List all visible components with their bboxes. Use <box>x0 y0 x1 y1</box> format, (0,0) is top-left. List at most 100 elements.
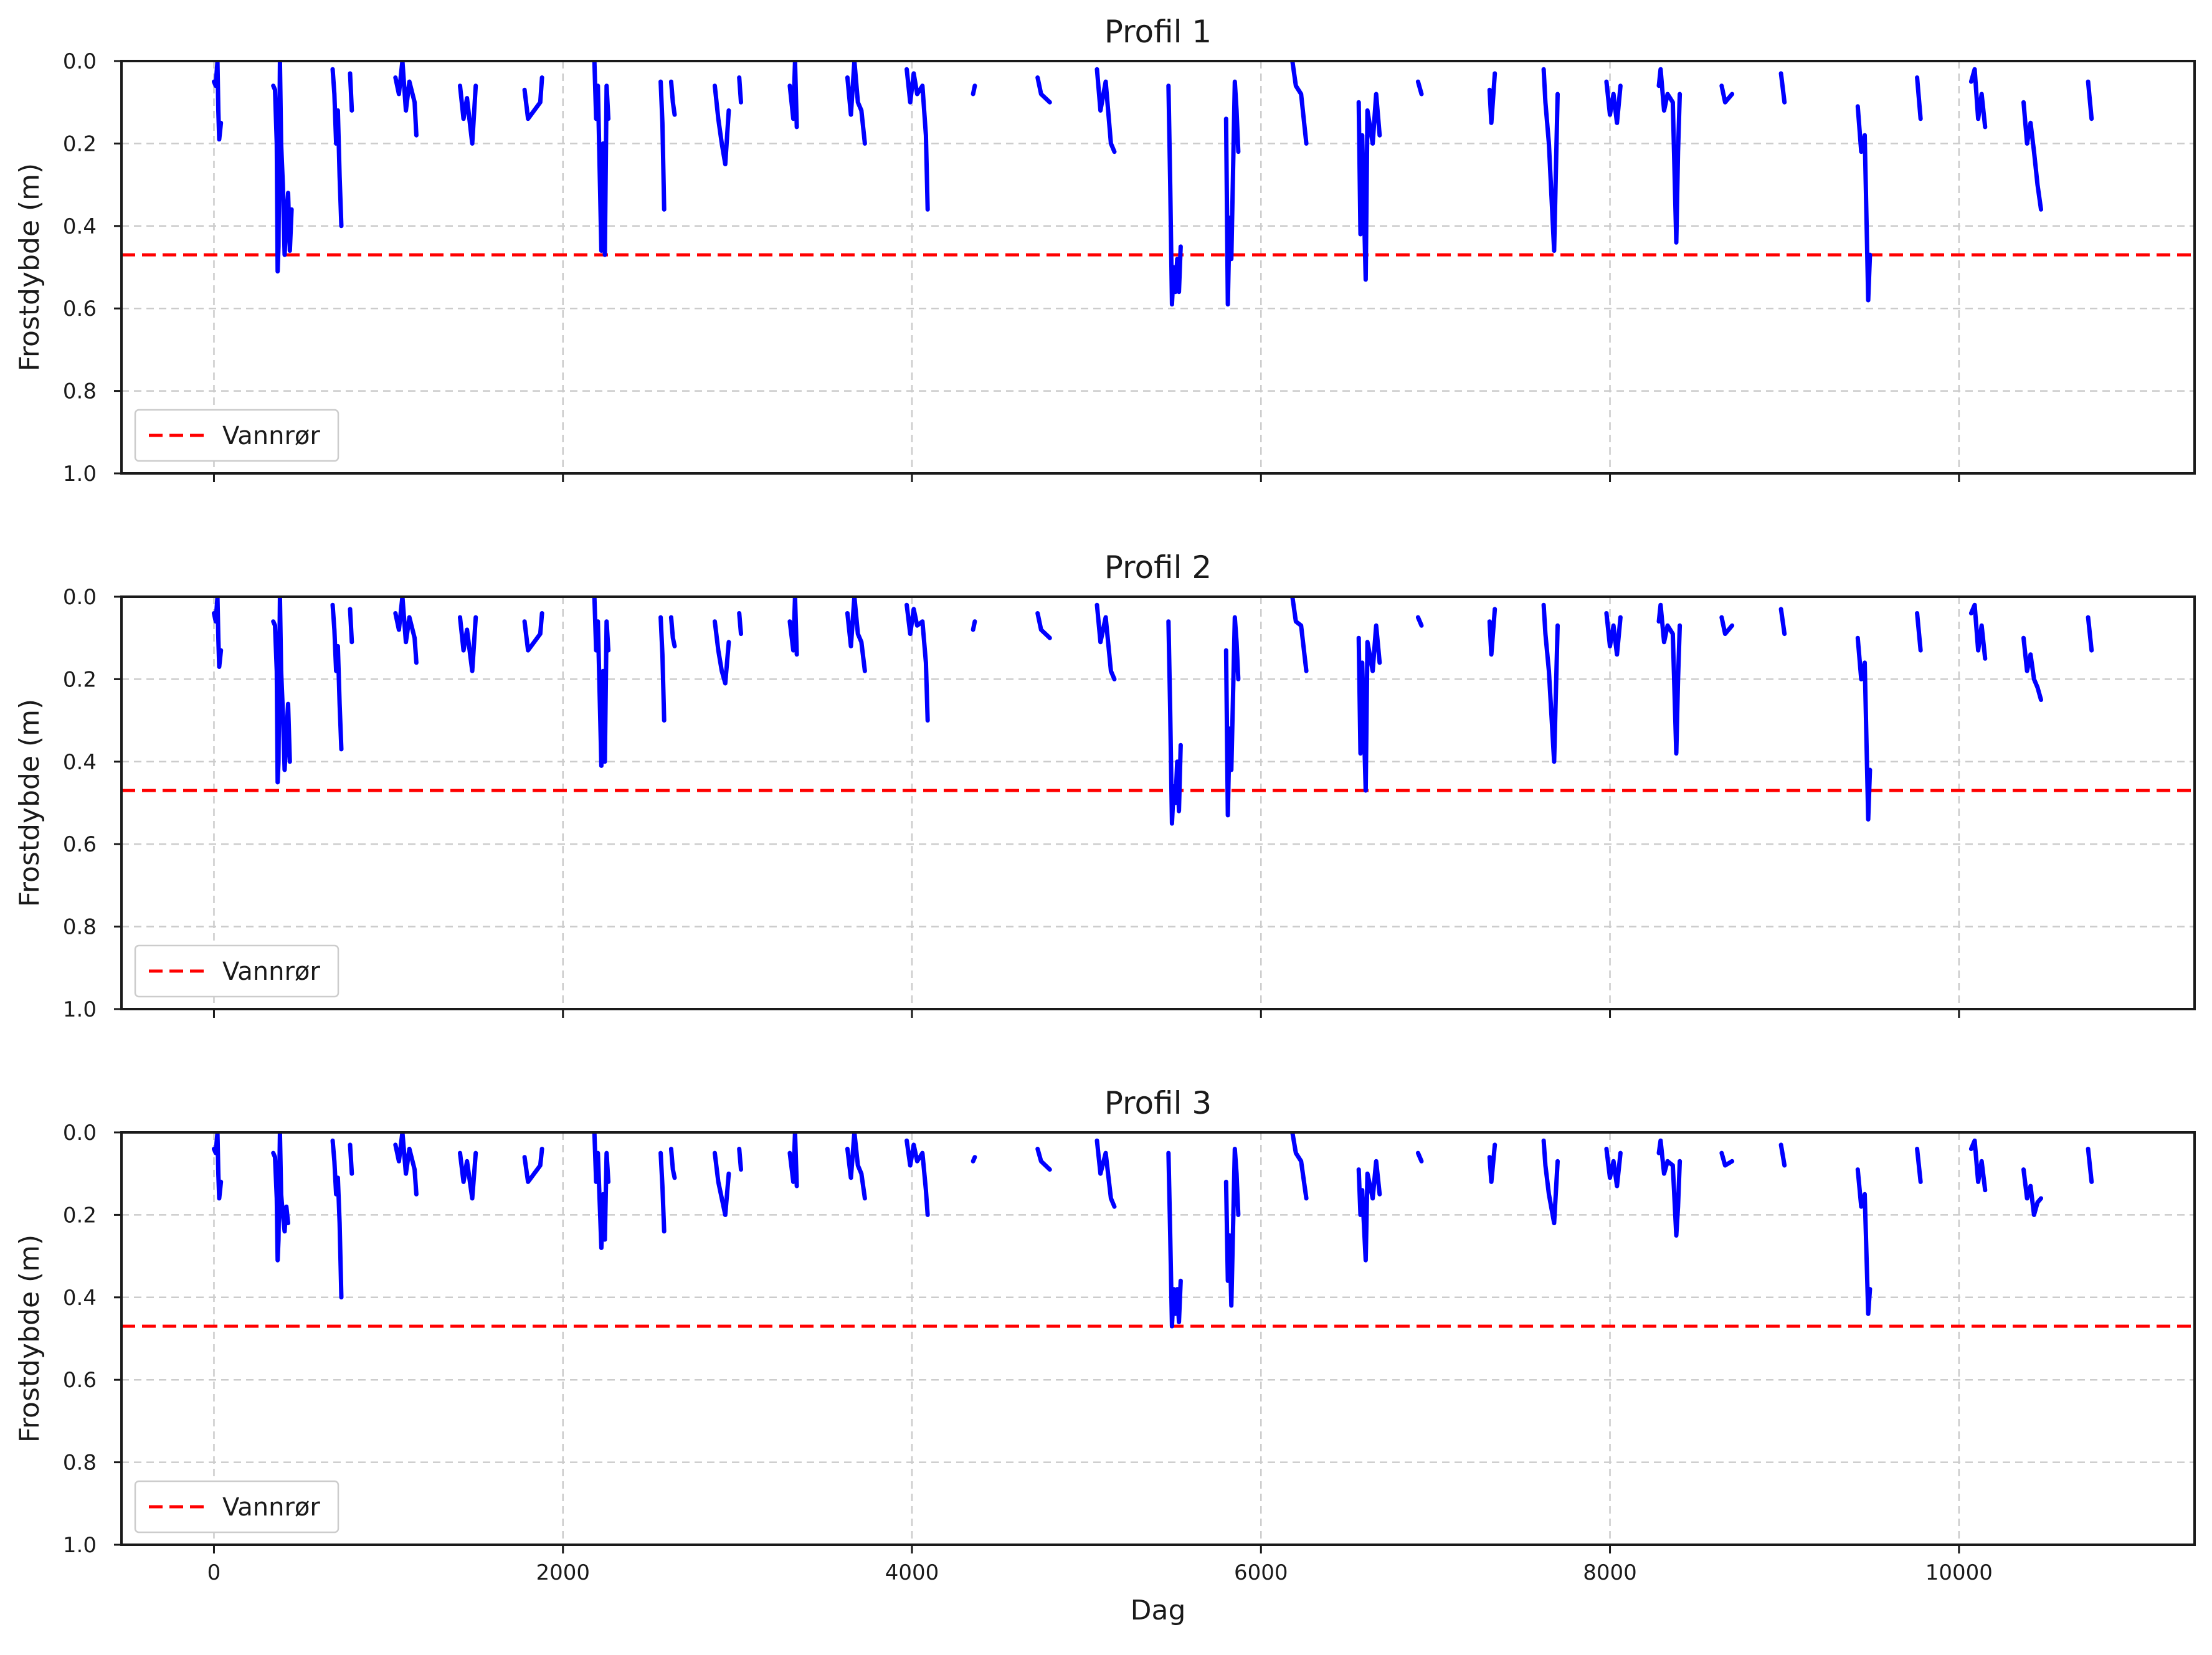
series-segment <box>1855 1167 1873 1316</box>
series-segment <box>458 1150 478 1201</box>
y-tick-label: 0.2 <box>63 667 97 692</box>
series-segment <box>1719 83 1735 105</box>
series-segment <box>1415 615 1424 628</box>
series-segment <box>1094 1138 1117 1209</box>
legend-label: Vannrør <box>222 1493 320 1522</box>
series-segment <box>1487 71 1498 125</box>
chart-panel-2: 0.0 0.2 0.4 0.6 0.8 1.0 Profil 2 Frostdybde (m)… <box>14 549 2196 1022</box>
legend-label: Vannrør <box>222 422 320 450</box>
x-tick-label: 8000 <box>1583 1560 1637 1585</box>
series-segment <box>592 61 611 257</box>
series-segment <box>393 597 419 665</box>
series-segment <box>522 611 544 653</box>
series-group <box>212 1132 2094 1329</box>
y-axis-label: Frostdybde (m) <box>14 163 45 371</box>
series-segment <box>658 79 667 212</box>
y-tick-label: 0.0 <box>63 49 97 74</box>
series-segment <box>713 1150 731 1217</box>
series-segment <box>1290 597 1309 673</box>
x-tick-label: 10000 <box>1925 1560 1993 1585</box>
series-segment <box>1778 71 1787 105</box>
series-segment <box>1487 607 1498 657</box>
y-axis-label: Frostdybde (m) <box>14 699 45 907</box>
x-axis-label: Dag <box>1131 1595 1186 1626</box>
series-segment <box>1035 1147 1052 1172</box>
x-tick-label: 0 <box>207 1560 221 1585</box>
legend-box <box>134 1480 339 1534</box>
series-segment <box>971 619 977 632</box>
series-segment <box>1855 104 1873 303</box>
y-tick-label: 0.0 <box>63 585 97 610</box>
series-segment <box>271 61 294 274</box>
series-segment <box>1035 75 1052 105</box>
series-segment <box>1968 1138 1988 1193</box>
series-segment <box>1356 623 1382 793</box>
legend: Vannrør <box>134 1480 339 1534</box>
series-segment <box>845 597 867 673</box>
series-segment <box>2021 100 2043 212</box>
series-segment <box>2086 615 2094 653</box>
series-segment <box>1094 602 1117 681</box>
series-segment <box>971 1155 977 1164</box>
panel-title: Profil 3 <box>1104 1085 1212 1121</box>
chart-panel-3: 0 2000 4000 6000 8000 10000 0.0 0.2 0.4 0.6 0.8 1.0… <box>14 1085 2196 1626</box>
series-segment <box>330 602 344 752</box>
series-segment <box>1356 92 1382 282</box>
series-segment <box>1223 615 1241 818</box>
series-segment <box>1719 615 1735 637</box>
series-group <box>212 597 2094 826</box>
series-segment <box>658 1150 667 1234</box>
series-segment <box>1968 67 1988 130</box>
y-tick-label: 1.0 <box>63 462 97 486</box>
legend: Vannrør <box>134 944 339 998</box>
series-segment <box>1541 1138 1560 1226</box>
series-segment <box>271 597 292 785</box>
series-segment <box>1656 602 1683 756</box>
series-segment <box>904 602 930 723</box>
series-segment <box>1223 79 1241 307</box>
series-segment <box>845 61 867 146</box>
series-segment <box>1166 83 1183 307</box>
series-segment <box>1778 607 1787 637</box>
series-segment <box>1487 1142 1498 1184</box>
panel-title: Profil 2 <box>1104 549 1212 586</box>
series-segment <box>330 1138 344 1300</box>
series-segment <box>2086 79 2094 121</box>
series-segment <box>2021 1167 2043 1217</box>
series-segment <box>1604 611 1623 657</box>
series-segment <box>2086 1147 2094 1184</box>
legend-box <box>134 944 339 998</box>
y-tick-label: 0.2 <box>63 1203 97 1228</box>
series-segment <box>522 75 544 121</box>
y-tick-label: 0.4 <box>63 1286 97 1311</box>
y-tick-label: 1.0 <box>63 997 97 1022</box>
plot-frame <box>120 595 2196 1010</box>
series-segment <box>1855 635 1873 822</box>
x-tick-label: 4000 <box>885 1560 939 1585</box>
series-segment <box>1719 1150 1735 1168</box>
series-segment <box>522 1147 544 1184</box>
series-group <box>212 61 2094 307</box>
series-segment <box>787 61 799 130</box>
series-segment <box>592 597 611 768</box>
series-segment <box>1166 619 1183 826</box>
series-segment <box>658 615 667 723</box>
y-tick-label: 0.4 <box>63 214 97 239</box>
chart-panel-1: 0.0 0.2 0.4 0.6 0.8 1.0 Profil 1 Frostdybde (m)… <box>14 14 2196 486</box>
series-segment <box>1094 67 1117 154</box>
series-segment <box>1415 79 1424 97</box>
series-segment <box>1968 602 1988 661</box>
series-segment <box>668 79 677 117</box>
series-segment <box>1166 1150 1183 1329</box>
series-segment <box>787 597 799 657</box>
y-tick-label: 0.4 <box>63 750 97 775</box>
series-segment <box>1223 1147 1241 1308</box>
series-segment <box>787 1132 799 1188</box>
series-segment <box>1035 611 1052 640</box>
series-segment <box>348 71 354 113</box>
series-segment <box>1356 1159 1382 1263</box>
x-tick-label: 2000 <box>536 1560 590 1585</box>
series-segment <box>393 1132 419 1197</box>
